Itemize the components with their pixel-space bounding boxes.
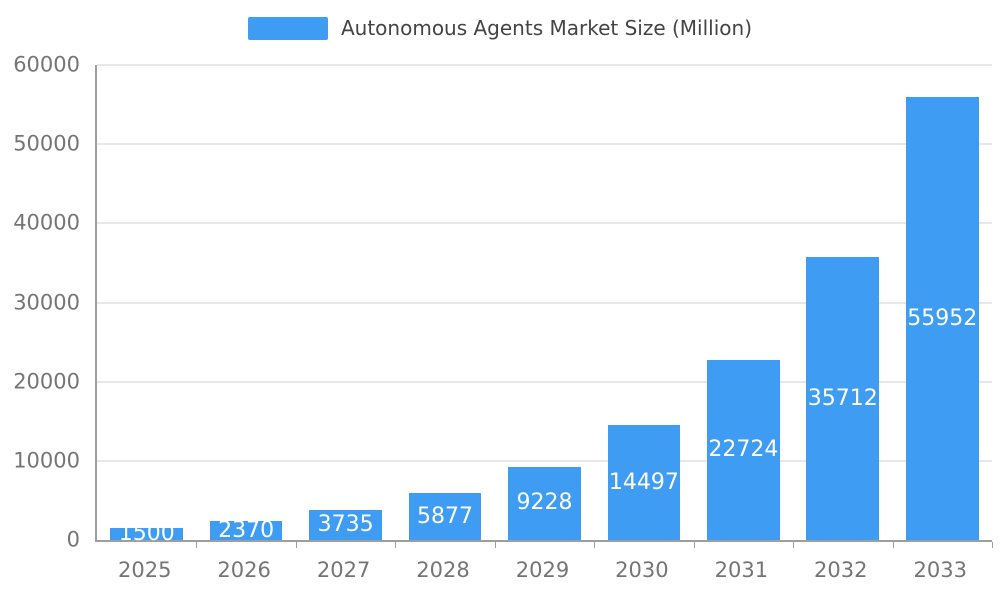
bar-value-label: 35712 — [807, 385, 878, 411]
x-axis-tick-label: 2029 — [515, 558, 570, 582]
x-axis-tick-mark — [693, 542, 695, 548]
gridline — [97, 459, 992, 462]
bar-band: 35712 — [793, 65, 892, 540]
y-axis-tick-label: 60000 — [13, 52, 80, 77]
bar-2033[interactable]: 55952 — [905, 97, 979, 540]
x-axis-tick-label: 2033 — [913, 558, 967, 582]
x-axis-tick-label: 2032 — [814, 558, 868, 582]
gridline — [97, 143, 992, 146]
legend-swatch-icon — [247, 16, 328, 40]
bar-2032[interactable]: 35712 — [806, 257, 880, 540]
x-axis-tick-mark — [892, 542, 894, 548]
y-axis-tick-label: 50000 — [13, 131, 80, 156]
y-axis-tick-label: 20000 — [13, 369, 80, 394]
bar-value-label: 22724 — [708, 437, 779, 463]
bar-value-label: 5877 — [417, 503, 474, 529]
x-axis-tick-mark — [494, 542, 496, 548]
bar-2031[interactable]: 22724 — [707, 360, 780, 540]
bar-value-label: 9228 — [516, 490, 573, 516]
x-axis-tick-mark — [793, 542, 795, 548]
x-axis-tick-mark — [295, 542, 297, 548]
y-axis-tick-label: 10000 — [13, 448, 80, 473]
x-axis-tick-label: 2028 — [416, 558, 470, 582]
x-axis-tick-label: 2030 — [615, 558, 669, 582]
y-axis-tick-label: 0 — [66, 527, 80, 552]
bar-band: 5877 — [395, 65, 494, 540]
bar-band: 1500 — [97, 65, 196, 545]
bar-band: 14497 — [594, 65, 693, 540]
bar-band: 3735 — [296, 65, 395, 540]
x-axis: 2025 2026 2027 2028 2029 2030 2031 2032 2033 — [95, 558, 990, 583]
plot-area: 1500 2370 3735 5877 9228 14497 22724 35712 55952 — [95, 64, 993, 548]
legend: Autonomous Agents Market Size (Million) — [0, 16, 1000, 40]
y-axis-tick-label: 40000 — [13, 210, 80, 235]
bar-value-label: 55952 — [907, 305, 978, 331]
bar-series: 1500 2370 3735 5877 9228 14497 22724 35712 55952 — [97, 65, 992, 545]
bar-2026[interactable]: 2370 — [209, 517, 283, 543]
x-axis-tick-marks — [97, 542, 993, 550]
gridline — [97, 64, 992, 66]
x-axis-tick-label: 2027 — [316, 558, 371, 582]
bar-value-label: 14497 — [608, 469, 679, 495]
bar-value-label: 3735 — [317, 512, 374, 538]
x-axis-tick-mark — [992, 542, 993, 548]
x-axis-tick-mark — [395, 542, 397, 548]
bar-value-label: 1500 — [118, 521, 175, 547]
bar-2025[interactable]: 1500 — [110, 523, 183, 545]
bar-band: 22724 — [694, 65, 793, 540]
bar-2030[interactable]: 14497 — [607, 425, 681, 540]
bar-band: 55952 — [893, 65, 992, 540]
y-axis-tick-label: 30000 — [13, 290, 80, 314]
gridline — [97, 301, 992, 304]
chart-title: Autonomous Agents Market Size (Million) — [340, 16, 752, 40]
bar-2027[interactable]: 3735 — [309, 510, 382, 540]
bar-2029[interactable]: 9228 — [508, 466, 581, 540]
gridline — [97, 222, 992, 225]
bar-value-label: 2370 — [218, 517, 275, 543]
gridline — [97, 380, 992, 383]
x-axis-tick-label: 2026 — [217, 558, 271, 582]
x-axis-tick-label: 2025 — [117, 558, 172, 582]
x-axis-tick-mark — [594, 542, 596, 548]
x-axis-tick-mark — [196, 542, 198, 548]
legend-item[interactable]: Autonomous Agents Market Size (Million) — [247, 16, 752, 40]
bar-band: 2370 — [196, 65, 295, 543]
bar-2028[interactable]: 5877 — [408, 493, 482, 540]
x-axis-tick-label: 2031 — [714, 558, 769, 582]
bar-band: 9228 — [495, 65, 594, 540]
y-axis: 0 10000 20000 30000 40000 50000 60000 — [0, 54, 80, 550]
